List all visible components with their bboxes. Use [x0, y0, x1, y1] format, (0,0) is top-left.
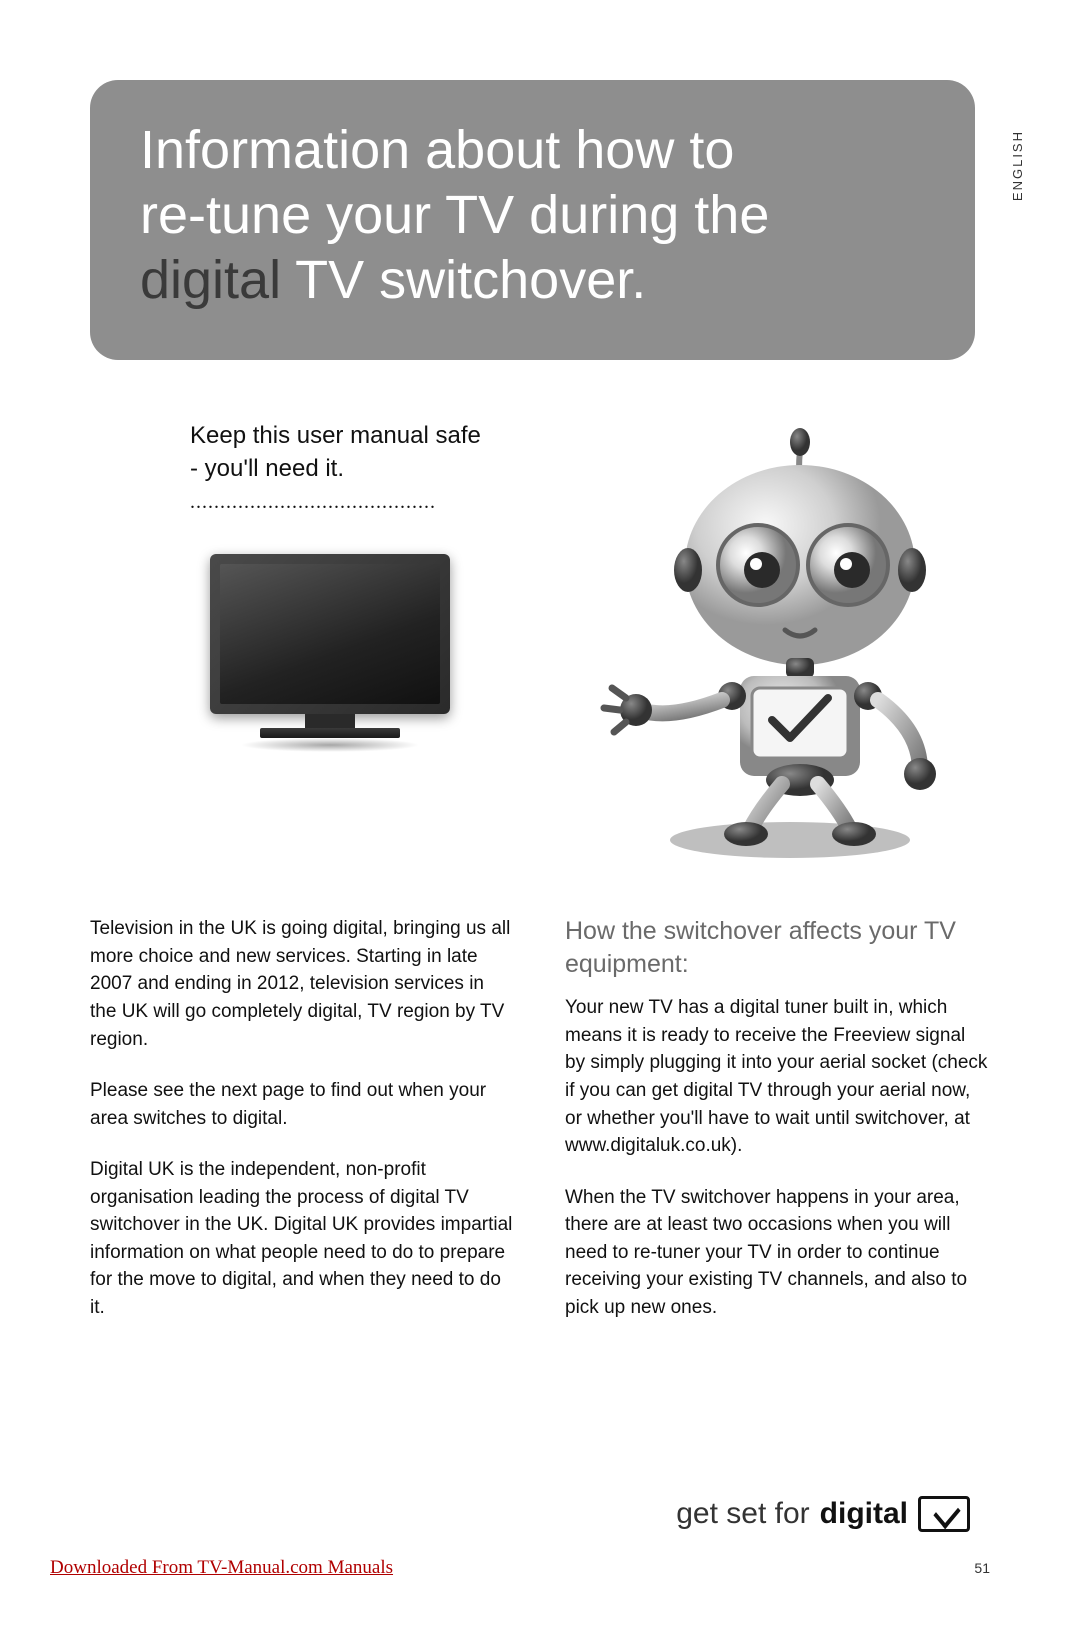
hero-digital-word: digital	[140, 250, 281, 310]
brand-bold-text: digital	[820, 1497, 908, 1531]
page-number: 51	[974, 1560, 990, 1576]
document-page: ENGLISH Information about how to re-tune…	[0, 0, 1080, 1627]
brand-light-text: get set for	[676, 1497, 809, 1531]
language-tab: ENGLISH	[1010, 130, 1025, 201]
source-link[interactable]: Downloaded From TV-Manual.com Manuals	[50, 1557, 393, 1579]
left-para-1: Television in the UK is going digital, b…	[90, 915, 515, 1053]
hero-title: Information about how to re-tune your TV…	[140, 118, 925, 312]
brand-tagline: get set for digital	[676, 1496, 970, 1532]
left-column: Television in the UK is going digital, b…	[90, 915, 515, 1345]
left-para-3: Digital UK is the independent, non-profi…	[90, 1156, 515, 1321]
tv-illustration	[210, 554, 470, 754]
robot-mascot	[590, 420, 990, 860]
tv-stand-base	[260, 728, 400, 738]
right-para-1: Your new TV has a digital tuner built in…	[565, 994, 990, 1159]
left-para-2: Please see the next page to find out whe…	[90, 1077, 515, 1132]
keep-safe-text: Keep this user manual safe - you'll need…	[190, 420, 550, 485]
right-column: How the switchover affects your TV equip…	[565, 915, 990, 1345]
tv-shadow	[240, 738, 420, 752]
tv-screen	[220, 564, 440, 704]
hero-line2: re-tune your TV during the	[140, 185, 769, 245]
tv-stand-neck	[305, 714, 355, 728]
dotted-line: ........................................…	[190, 491, 550, 514]
brand-checkbox-icon	[918, 1496, 970, 1532]
right-para-2: When the TV switchover happens in your a…	[565, 1184, 990, 1322]
keep-safe-line1: Keep this user manual safe	[190, 422, 481, 449]
hero-panel: Information about how to re-tune your TV…	[90, 80, 975, 360]
mid-section: Keep this user manual safe - you'll need…	[90, 420, 990, 860]
tv-frame	[210, 554, 450, 714]
page-footer: Downloaded From TV-Manual.com Manuals 51	[50, 1557, 990, 1579]
right-heading: How the switchover affects your TV equip…	[565, 915, 990, 980]
hero-line1: Information about how to	[140, 120, 734, 180]
keep-safe-line2: - you'll need it.	[190, 455, 344, 482]
hero-line3-rest: TV switchover.	[281, 250, 646, 310]
body-columns: Television in the UK is going digital, b…	[90, 915, 990, 1345]
mid-left-column: Keep this user manual safe - you'll need…	[90, 420, 550, 754]
